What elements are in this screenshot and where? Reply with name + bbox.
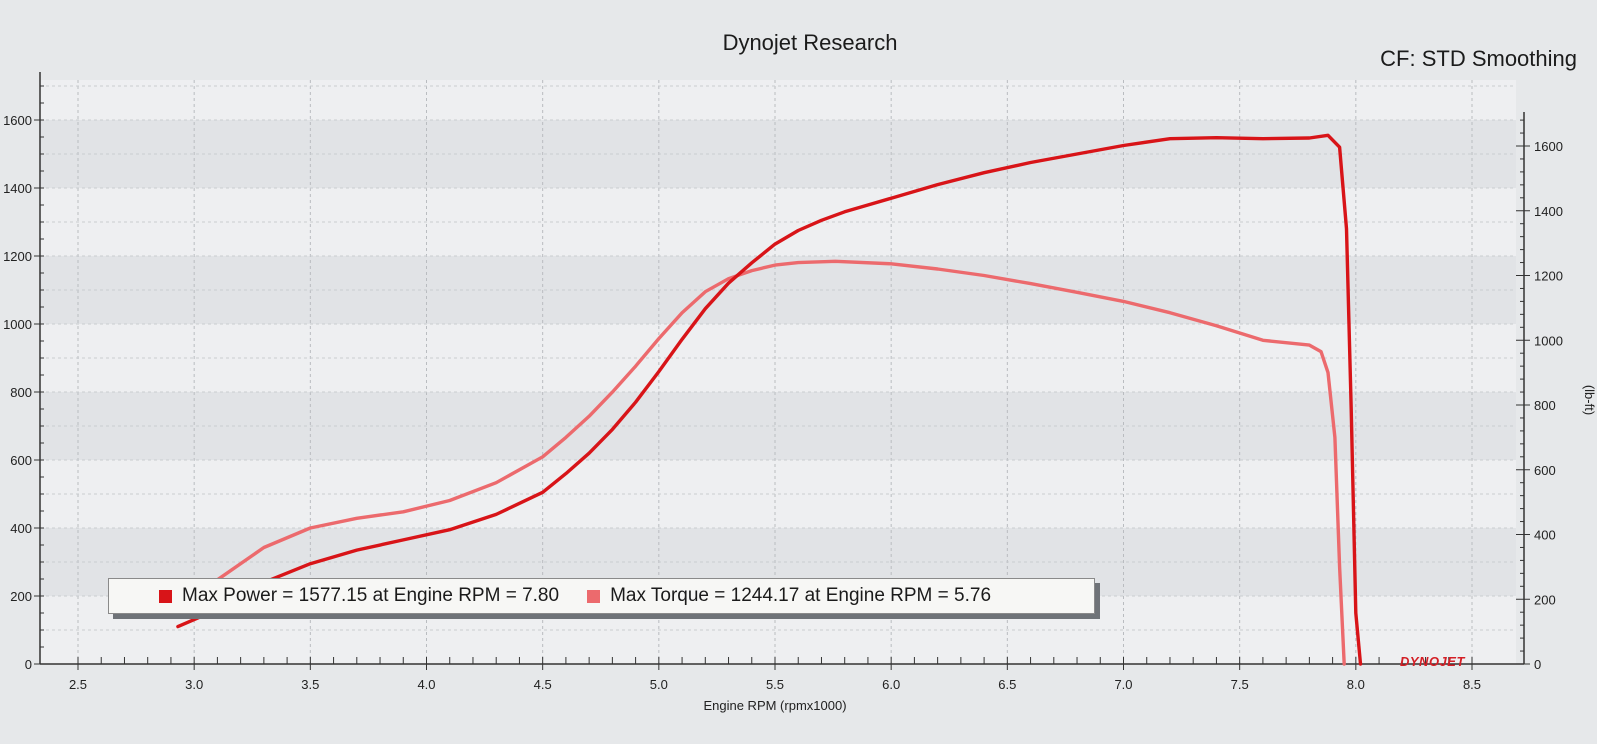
bottom-axis: 2.5 3.0 3.5 4.0 4.5 5.0 5.5 6.0 6.5 7.0 7.5 8.0 8.5: [40, 657, 1524, 692]
x-axis-label: Engine RPM (rpmx1000): [703, 698, 846, 713]
chart-title: Dynojet Research: [722, 30, 898, 55]
left-tick-label: 800: [10, 385, 32, 400]
right-tick-label: 1400: [1534, 204, 1563, 219]
bottom-tick-label: 6.5: [998, 677, 1016, 692]
bottom-tick-label: 8.0: [1347, 677, 1365, 692]
right-tick-label: 600: [1534, 463, 1556, 478]
bottom-tick-label: 4.5: [534, 677, 552, 692]
legend-item-torque[interactable]: Max Torque = 1244.17 at Engine RPM = 5.7…: [587, 585, 991, 607]
legend-box: Max Power = 1577.15 at Engine RPM = 7.80…: [108, 578, 1095, 614]
left-tick-label: 400: [10, 521, 32, 536]
right-tick-label: 1200: [1534, 269, 1563, 284]
power-swatch: [159, 589, 172, 603]
bottom-tick-label: 5.5: [766, 677, 784, 692]
bottom-tick-label: 6.0: [882, 677, 900, 692]
torque-line: [176, 259, 1346, 666]
left-tick-label: 200: [10, 589, 32, 604]
bottom-tick-label: 3.5: [301, 677, 319, 692]
bottom-tick-label: 4.0: [417, 677, 435, 692]
right-tick-label: 1000: [1534, 333, 1563, 348]
left-tick-label: 1600: [3, 113, 32, 128]
left-tick-label: 600: [10, 453, 32, 468]
bottom-tick-label: 2.5: [69, 677, 87, 692]
series-layer: [176, 133, 1363, 666]
torque-swatch: [587, 589, 601, 603]
left-axis: 0 200 400 600 800 1000 1200 1400 1600: [3, 72, 44, 672]
left-tick-label: 1200: [3, 249, 32, 264]
dynojet-logo: DYNOJET: [1400, 654, 1465, 669]
bottom-tick-label: 5.0: [650, 677, 668, 692]
right-tick-label: 0: [1534, 657, 1541, 672]
right-axis-label: (lb-ft): [1582, 385, 1597, 415]
bottom-tick-label: 7.5: [1231, 677, 1249, 692]
right-tick-label: 400: [1534, 528, 1556, 543]
bottom-tick-label: 3.0: [185, 677, 203, 692]
power-line: [176, 133, 1363, 666]
right-axis: 0 200 400 600 800 1000 1200 1400 1600: [1516, 112, 1563, 672]
left-tick-label: 1400: [3, 181, 32, 196]
bottom-tick-label: 8.5: [1463, 677, 1481, 692]
bottom-tick-label: 7.0: [1114, 677, 1132, 692]
correction-factor-label: CF: STD Smoothing: [1380, 46, 1577, 71]
legend-power-text: Max Power = 1577.15 at Engine RPM = 7.80: [182, 585, 560, 606]
right-tick-label: 800: [1534, 398, 1556, 413]
left-tick-label: 1000: [3, 317, 32, 332]
legend-item-power[interactable]: Max Power = 1577.15 at Engine RPM = 7.80: [159, 585, 559, 607]
right-tick-label: 1600: [1534, 139, 1563, 154]
right-tick-label: 200: [1534, 592, 1556, 607]
legend-torque-text: Max Torque = 1244.17 at Engine RPM = 5.7…: [610, 585, 992, 606]
left-tick-label: 0: [25, 657, 32, 672]
